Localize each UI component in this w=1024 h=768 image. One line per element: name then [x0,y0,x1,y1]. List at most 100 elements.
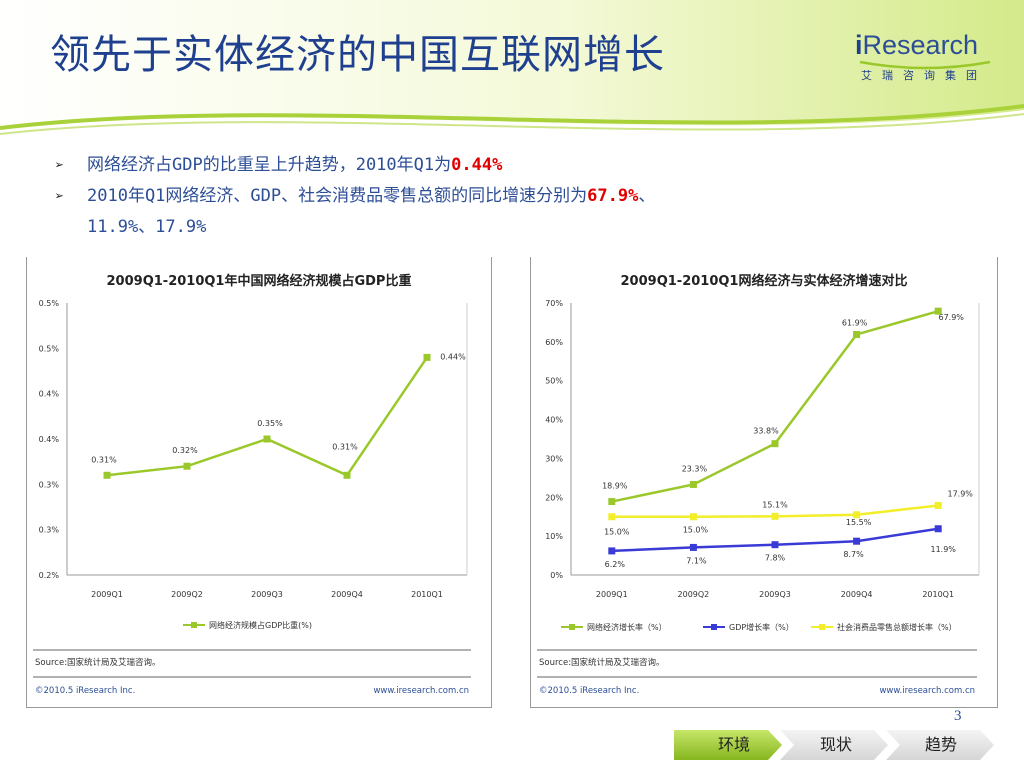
series-line [611,309,939,503]
data-point [934,525,942,533]
section-nav: 环境 现状 趋势 [674,730,994,760]
chart-panel-growth-compare: 2009Q1-2010Q1网络经济与实体经济增速对比 70% 60% 50% 40% 30… [530,257,998,708]
logo-subtitle: 艾瑞咨询集团 [861,69,987,82]
x-tick-label: 2009Q2 [171,590,203,599]
legend-marker [819,624,825,630]
data-point [183,462,191,470]
data-label: 33.8% [753,427,779,436]
y-tick-label: 60% [545,338,563,347]
x-tick-label: 2009Q2 [678,590,710,599]
data-point [853,511,861,519]
data-point [853,537,861,545]
x-tick-label: 2009Q3 [251,590,283,599]
y-tick-label: 0.2% [39,571,60,580]
logo-i: i [855,30,863,60]
y-tick-label: 0.3% [39,480,60,489]
legend-marker [711,624,717,630]
data-point [771,440,779,448]
data-label: 7.1% [686,556,707,565]
data-label: 18.9% [602,482,628,491]
bullet-arrow-icon: ➢ [55,156,65,174]
data-label: 0.44% [440,352,466,361]
bullet-text: 2010年Q1网络经济、GDP、社会消费品零售总额的同比增速分别为 [87,186,588,206]
bullet-highlight: 0.44% [451,155,503,175]
data-label: 17.9% [947,489,973,498]
slide-title: 领先于实体经济的中国互联网增长 [50,32,665,78]
nav-item-environment[interactable]: 环境 [717,735,750,754]
data-point [853,330,861,338]
data-label: 15.0% [683,526,709,535]
x-tick-label: 2009Q1 [91,590,123,599]
y-tick-label: 50% [545,377,563,386]
data-point [934,307,942,315]
y-tick-label: 10% [545,532,563,541]
data-point [771,541,779,549]
logo-swoosh [859,60,991,70]
chart-source: Source:国家统计局及艾瑞咨询。 [539,657,665,668]
bullet-arrow-icon: ➢ [55,187,65,205]
data-point [103,471,111,479]
data-label: 15.0% [604,528,630,537]
data-label: 8.7% [843,550,864,559]
x-tick-label: 2010Q1 [411,590,443,599]
data-point [423,353,431,361]
data-point [689,513,697,521]
iresearch-logo: iResearch 艾瑞咨询集团 [855,30,991,83]
section-nav-shapes [674,730,994,760]
data-point [689,480,697,488]
data-point [608,547,616,555]
chart-footer-copyright: ©2010.5 iResearch Inc. [539,686,639,696]
chart-footer-copyright: ©2010.5 iResearch Inc. [35,686,135,696]
bullet-text-after: 、 [638,186,656,206]
bullet-highlight: 67.9% [587,186,639,206]
data-label: 61.9% [842,318,868,327]
y-tick-label: 40% [545,416,563,425]
legend-label: 网络经济增长率（%） [587,622,667,632]
x-tick-label: 2009Q4 [841,590,873,599]
chart-title: 2009Q1-2010Q1年中国网络经济规模占GDP比重 [107,273,412,289]
y-tick-label: 0.4% [39,390,60,399]
legend-label: GDP增长率（%） [729,622,794,632]
legend-marker [191,622,197,628]
data-label: 11.9% [930,545,956,554]
header-background [0,0,1024,135]
legend-marker [569,624,575,630]
x-tick-label: 2009Q1 [596,590,628,599]
data-point [263,435,271,443]
bullet-item: ➢ 网络经济占GDP的比重呈上升趋势，2010年Q1为0.44% [55,150,655,181]
chart-growth-compare: 2009Q1-2010Q1网络经济与实体经济增速对比 70% 60% 50% 40% 30… [537,273,980,696]
data-point [608,498,616,506]
y-tick-label: 0.5% [39,299,60,308]
chart-title: 2009Q1-2010Q1网络经济与实体经济增速对比 [621,273,908,289]
y-tick-label: 0.5% [39,344,60,353]
data-point [934,501,942,509]
data-label: 6.2% [605,560,626,569]
y-tick-label: 0% [550,571,563,580]
page-number: 3 [954,708,962,724]
nav-item-status[interactable]: 现状 [819,735,852,754]
y-tick-label: 20% [545,493,563,502]
data-label: 15.5% [846,518,872,527]
chart-source: Source:国家统计局及艾瑞咨询。 [35,657,161,668]
data-label: 0.31% [91,455,117,464]
data-label: 67.9% [938,313,964,322]
y-tick-label: 0.3% [39,526,60,535]
y-tick-label: 30% [545,454,563,463]
data-label: 0.31% [332,442,358,451]
data-point [608,513,616,521]
chart-gdp-share: 2009Q1-2010Q1年中国网络经济规模占GDP比重 0.5% 0.5% 0.4%… [33,273,471,696]
data-label: 0.32% [172,446,198,455]
data-point [689,543,697,551]
legend-label: 社会消费品零售总额增长率（%） [837,622,957,632]
bullet-list: ➢ 网络经济占GDP的比重呈上升趋势，2010年Q1为0.44% ➢ 2010年… [55,150,655,243]
chart-footer-url: www.iresearch.com.cn [879,686,975,696]
data-point [343,471,351,479]
nav-item-trend[interactable]: 趋势 [924,735,957,754]
bullet-continuation: 11.9%、17.9% [87,217,207,237]
legend-label: 网络经济规模占GDP比重(%) [209,620,312,630]
logo-wordmark: iResearch [855,30,991,70]
y-tick-label: 70% [545,299,563,308]
y-tick-label: 0.4% [39,435,60,444]
chart-panel-gdp-share: 2009Q1-2010Q1年中国网络经济规模占GDP比重 0.5% 0.5% 0.4%… [26,257,492,708]
data-label: 15.1% [762,500,788,509]
